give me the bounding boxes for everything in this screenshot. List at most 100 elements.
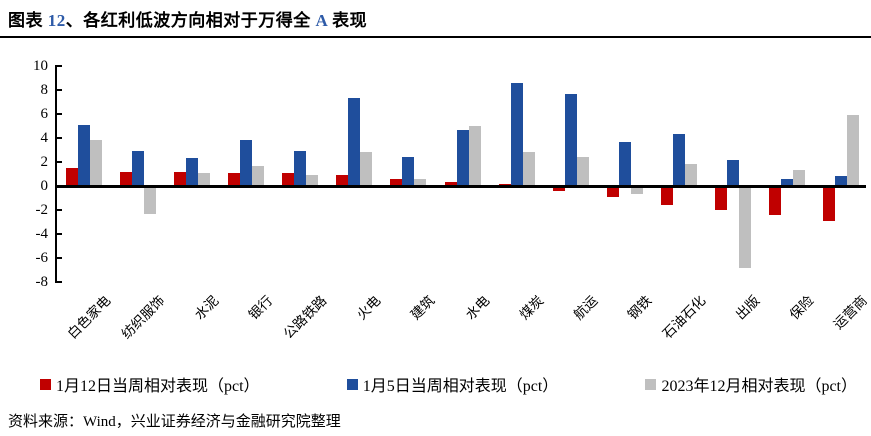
x-axis-label-0: 白色家电 xyxy=(64,292,114,342)
figure-title-suffix: 表现 xyxy=(327,11,368,30)
legend-label-jan5-week: 1月5日当周相对表现（pct） xyxy=(362,378,559,395)
bar-jan5-week-0 xyxy=(78,124,90,186)
bar-jan12-week-7 xyxy=(444,182,457,186)
x-axis-label-5: 火电 xyxy=(354,292,384,323)
bar-jan12-week-12 xyxy=(714,186,727,210)
y-axis-tick-label: 8 xyxy=(40,82,49,98)
figure-title-prefix: 图表 xyxy=(8,11,48,30)
bar-dec2023-3 xyxy=(252,165,265,186)
bar-dec2023-13 xyxy=(792,170,805,186)
bar-dec2023-14 xyxy=(847,115,859,186)
bar-jan12-week-6 xyxy=(390,178,403,186)
bar-jan5-week-14 xyxy=(835,176,847,186)
bar-jan5-week-6 xyxy=(402,157,415,186)
legend-item-jan5-week: 1月5日当周相对表现（pct） xyxy=(346,372,559,396)
y-axis-tick xyxy=(55,113,62,115)
y-axis-tick xyxy=(55,89,62,91)
bar-dec2023-7 xyxy=(468,126,481,186)
bar-dec2023-4 xyxy=(306,175,319,186)
bar-jan12-week-13 xyxy=(768,186,781,215)
legend-label-dec2023: 2023年12月相对表现（pct） xyxy=(661,378,857,395)
figure-title-letter: A xyxy=(315,11,328,30)
y-axis-tick-label: -4 xyxy=(35,226,49,242)
bar-jan5-week-9 xyxy=(564,93,577,186)
source-note-label: 资料来源： xyxy=(8,414,84,430)
y-axis-tick xyxy=(55,281,62,283)
bar-dec2023-10 xyxy=(630,186,643,195)
y-axis-tick-label: -2 xyxy=(35,202,49,218)
y-axis-tick-label: 10 xyxy=(33,58,48,74)
bar-dec2023-11 xyxy=(684,164,697,186)
y-axis-tick xyxy=(55,137,62,139)
bar-jan5-week-13 xyxy=(780,178,793,186)
bar-jan5-week-10 xyxy=(618,141,631,186)
bar-jan12-week-4 xyxy=(282,172,295,186)
bar-jan5-week-3 xyxy=(240,140,253,186)
bar-jan12-week-3 xyxy=(228,172,241,186)
figure-title: 图表 12、各红利低波方向相对于万得全 A 表现 xyxy=(8,6,367,31)
bar-jan12-week-9 xyxy=(552,186,565,191)
y-axis-tick-label: 0 xyxy=(40,178,49,194)
y-axis-tick-label: -6 xyxy=(35,250,49,266)
figure-title-mid: 、各红利低波方向相对于万得全 xyxy=(65,11,316,30)
source-note: 资料来源：Wind，兴业证券经济与金融研究院整理 xyxy=(8,410,341,431)
title-divider xyxy=(0,36,871,38)
bar-jan5-week-4 xyxy=(294,151,307,186)
legend-marker-dec2023-icon xyxy=(645,378,657,390)
figure-number: 12 xyxy=(47,11,66,30)
bar-dec2023-12 xyxy=(738,186,751,268)
bar-jan5-week-7 xyxy=(456,129,469,186)
source-note-text: Wind，兴业证券经济与金融研究院整理 xyxy=(83,414,341,430)
bar-jan5-week-2 xyxy=(186,158,199,186)
bar-jan5-week-1 xyxy=(132,151,145,186)
x-axis-label-11: 石油石化 xyxy=(659,292,709,342)
bar-dec2023-8 xyxy=(522,152,535,186)
bar-jan12-week-1 xyxy=(120,171,133,186)
x-axis-label-3: 银行 xyxy=(245,292,276,323)
bar-dec2023-0 xyxy=(90,140,102,186)
bar-dec2023-9 xyxy=(576,157,589,186)
y-axis-line xyxy=(55,66,57,282)
y-axis-tick-label: 4 xyxy=(40,130,49,146)
bar-jan12-week-14 xyxy=(823,186,835,221)
bar-dec2023-6 xyxy=(414,178,427,186)
x-axis-label-2: 水泥 xyxy=(191,292,222,323)
y-axis-tick xyxy=(55,257,62,259)
bar-jan5-week-8 xyxy=(510,82,523,186)
y-axis-tick xyxy=(55,209,62,211)
y-axis-tick-label: -8 xyxy=(35,274,49,290)
x-axis-label-4: 公路铁路 xyxy=(280,292,330,342)
legend-item-dec2023: 2023年12月相对表现（pct） xyxy=(645,372,857,396)
bar-jan5-week-11 xyxy=(672,134,685,186)
x-axis-label-1: 纺织服饰 xyxy=(118,292,168,342)
x-axis-label-14: 运营商 xyxy=(831,292,871,333)
bar-dec2023-5 xyxy=(360,152,373,186)
bar-jan12-week-10 xyxy=(606,186,619,197)
y-axis-tick xyxy=(55,161,62,163)
bar-dec2023-1 xyxy=(144,186,157,214)
x-axis-label-9: 航运 xyxy=(570,292,601,323)
x-axis-label-12: 出版 xyxy=(732,292,763,323)
legend-label-jan12-week: 1月12日当周相对表现（pct） xyxy=(56,378,260,395)
y-axis-tick xyxy=(55,233,62,235)
y-axis-tick-label: 6 xyxy=(40,106,49,122)
bar-dec2023-2 xyxy=(198,172,211,186)
legend-item-jan12-week: 1月12日当周相对表现（pct） xyxy=(40,372,260,396)
bar-jan12-week-11 xyxy=(660,186,673,206)
bar-jan5-week-5 xyxy=(348,98,361,186)
bar-jan12-week-8 xyxy=(498,183,511,186)
legend-marker-jan12-week-icon xyxy=(40,378,51,390)
bar-jan12-week-0 xyxy=(66,168,78,186)
bar-jan5-week-12 xyxy=(726,159,739,186)
x-axis-label-10: 钢铁 xyxy=(624,292,655,323)
x-axis-label-6: 建筑 xyxy=(408,292,438,323)
y-axis-tick-label: 2 xyxy=(40,154,49,170)
bar-jan12-week-2 xyxy=(174,171,187,186)
legend-marker-jan5-week-icon xyxy=(346,378,358,390)
x-axis-label-8: 煤炭 xyxy=(516,292,547,323)
y-axis-tick xyxy=(55,65,62,67)
bar-jan12-week-5 xyxy=(336,175,349,186)
x-axis-label-13: 保险 xyxy=(786,292,817,323)
